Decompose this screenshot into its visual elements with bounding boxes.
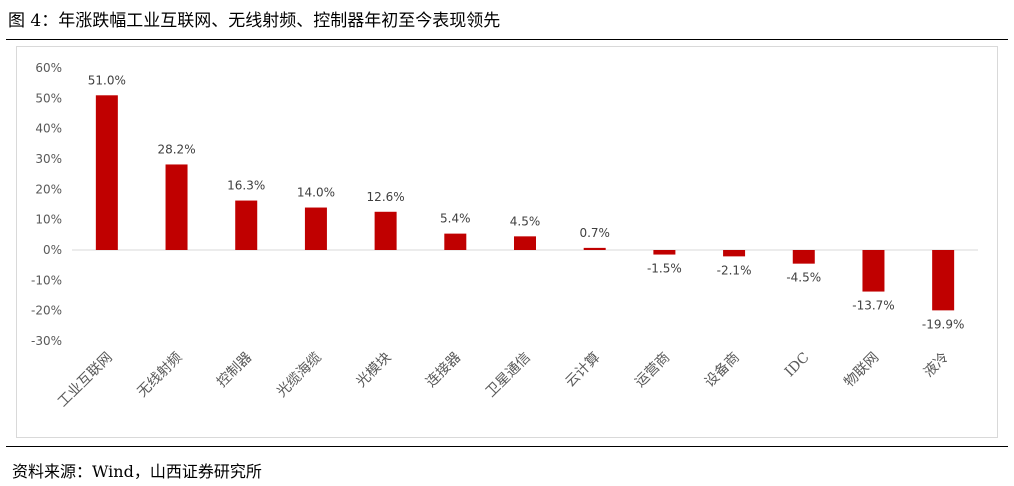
category-label: 运营商 — [632, 350, 673, 391]
category-label: 连接器 — [422, 349, 464, 391]
data-label: -1.5% — [647, 262, 682, 276]
y-tick-label: -10% — [31, 273, 62, 287]
bar-1 — [95, 95, 118, 250]
y-tick-label: 30% — [35, 152, 62, 166]
category-label: 云计算 — [563, 350, 604, 391]
y-tick-label: 60% — [35, 61, 62, 75]
y-tick-label: -30% — [31, 334, 62, 348]
figure-title: 图 4：年涨跌幅工业互联网、无线射频、控制器年初至今表现领先 — [8, 11, 501, 31]
data-label: 12.6% — [367, 190, 405, 204]
category-label: 卫星通信 — [483, 350, 534, 401]
y-tick-label: 50% — [35, 91, 62, 105]
bar-2 — [165, 164, 188, 250]
y-tick-label: 20% — [35, 182, 62, 196]
category-label: 控制器 — [214, 350, 255, 391]
data-label: -19.9% — [922, 317, 964, 331]
bar-9 — [653, 250, 676, 255]
data-label: -4.5% — [786, 271, 821, 285]
data-label: 5.4% — [440, 212, 471, 226]
bar-8 — [583, 247, 606, 250]
data-label: 14.0% — [297, 186, 335, 200]
y-tick-label: 0% — [43, 243, 62, 257]
category-label: 光模块 — [353, 350, 394, 391]
chart-frame — [16, 46, 998, 438]
category-label: 设备商 — [701, 349, 743, 391]
category-label: IDC — [782, 350, 813, 381]
source-divider — [6, 446, 1008, 447]
y-tick-label: 10% — [35, 213, 62, 227]
data-label: 0.7% — [579, 226, 610, 240]
bar-chart: 60% 50% 40% 30% 20% 10% 0% -10% -20% -30% 51.0% 工业互… — [31, 61, 978, 411]
bar-4 — [304, 207, 327, 250]
source-note: 资料来源：Wind，山西证券研究所 — [12, 462, 262, 481]
category-label: 光缆海缆 — [274, 350, 325, 401]
data-label: -13.7% — [852, 299, 894, 313]
title-divider — [6, 39, 1008, 40]
category-label: 液冷 — [921, 350, 952, 381]
category-label: 无线射频 — [134, 350, 185, 401]
bar-13 — [932, 250, 955, 311]
bar-5 — [374, 211, 397, 250]
data-label: 16.3% — [227, 179, 265, 193]
y-tick-label: -20% — [31, 304, 62, 318]
bar-7 — [514, 236, 536, 250]
bar-6 — [444, 233, 467, 250]
data-label: 51.0% — [88, 73, 126, 87]
data-label: 28.2% — [157, 142, 195, 156]
data-label: 4.5% — [510, 214, 541, 228]
y-tick-label: 40% — [35, 122, 62, 136]
bar-11 — [792, 250, 815, 264]
category-label: 工业互联网 — [55, 350, 116, 411]
data-label: -2.1% — [717, 263, 752, 277]
bar-12 — [862, 250, 885, 292]
category-label: 物联网 — [841, 350, 882, 391]
bar-3 — [235, 200, 258, 250]
bar-10 — [723, 250, 746, 257]
